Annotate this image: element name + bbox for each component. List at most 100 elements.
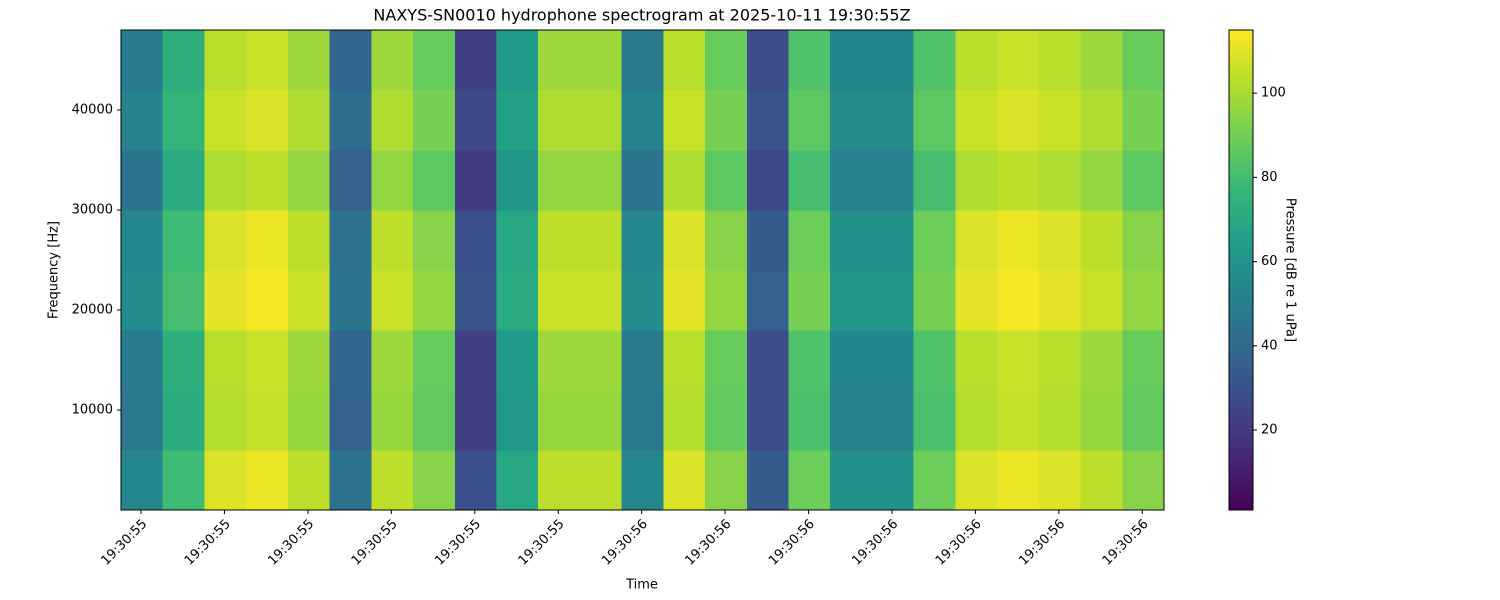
colorbar — [1228, 29, 1254, 511]
heatmap-cell — [997, 330, 1040, 391]
heatmap-cell — [1122, 30, 1165, 91]
heatmap-cell — [830, 330, 873, 391]
heatmap-cell — [663, 270, 706, 331]
heatmap-cell — [621, 150, 664, 211]
heatmap-cell — [746, 390, 790, 451]
heatmap-cell — [454, 150, 497, 211]
heatmap-cell — [663, 30, 706, 91]
heatmap-cell — [246, 330, 289, 391]
heatmap-cell — [162, 450, 205, 511]
heatmap-cell — [246, 450, 289, 511]
heatmap-cell — [204, 330, 247, 391]
heatmap-cell — [1122, 330, 1165, 391]
chart-title: NAXYS-SN0010 hydrophone spectrogram at 2… — [373, 6, 910, 25]
heatmap-cell — [204, 90, 247, 151]
heatmap-cell — [788, 270, 831, 331]
heatmap-cell — [538, 450, 581, 511]
heatmap-cell — [1080, 150, 1123, 211]
heatmap-cell — [997, 30, 1040, 91]
heatmap-cell — [121, 330, 164, 391]
heatmap-cell — [1038, 150, 1082, 211]
heatmap-cell — [997, 450, 1040, 511]
heatmap-cell — [1038, 390, 1082, 451]
heatmap-cell — [496, 210, 539, 271]
heatmap-cell — [705, 270, 748, 331]
heatmap-cell — [496, 270, 539, 331]
heatmap-cell — [997, 90, 1040, 151]
heatmap-cell — [579, 330, 623, 391]
heatmap-cell — [371, 450, 414, 511]
heatmap-cell — [371, 150, 414, 211]
heatmap-cell — [1038, 30, 1082, 91]
heatmap-cell — [1038, 330, 1082, 391]
heatmap-cell — [663, 210, 706, 271]
heatmap-cell — [955, 210, 998, 271]
heatmap-cell — [621, 330, 664, 391]
heatmap-cell — [329, 330, 372, 391]
x-tick-label: 19:30:56 — [766, 517, 818, 569]
heatmap-cell — [1122, 210, 1165, 271]
heatmap-cell — [746, 30, 790, 91]
heatmap-cell — [538, 210, 581, 271]
colorbar-tick-label: 40 — [1261, 338, 1278, 353]
heatmap-cell — [121, 210, 164, 271]
heatmap-cell — [663, 330, 706, 391]
heatmap-cell — [746, 90, 790, 151]
x-tick-label: 19:30:55 — [265, 517, 317, 569]
heatmap-cell — [871, 330, 915, 391]
heatmap-cell — [579, 90, 623, 151]
heatmap-cell — [329, 270, 372, 331]
heatmap-cell — [705, 330, 748, 391]
heatmap-cell — [913, 330, 956, 391]
heatmap-cell — [413, 150, 456, 211]
y-tick-label: 30000 — [72, 203, 113, 218]
heatmap-cell — [913, 90, 956, 151]
heatmap-cell — [871, 210, 915, 271]
heatmap-cell — [1080, 210, 1123, 271]
heatmap-cell — [746, 150, 790, 211]
heatmap-cell — [705, 390, 748, 451]
heatmap-cell — [997, 150, 1040, 211]
heatmap-cell — [579, 150, 623, 211]
heatmap-cell — [830, 150, 873, 211]
heatmap-cell — [329, 90, 372, 151]
heatmap-cell — [246, 210, 289, 271]
heatmap-cell — [496, 390, 539, 451]
heatmap-cell — [162, 90, 205, 151]
heatmap-cell — [496, 150, 539, 211]
heatmap-cell — [1080, 450, 1123, 511]
heatmap-cell — [705, 30, 748, 91]
heatmap-cell — [454, 90, 497, 151]
heatmap-cell — [579, 30, 623, 91]
heatmap-cell — [287, 270, 331, 331]
heatmap-cell — [955, 330, 998, 391]
heatmap-cell — [329, 30, 372, 91]
heatmap-cell — [162, 390, 205, 451]
heatmap-cell — [830, 270, 873, 331]
heatmap-cell — [663, 90, 706, 151]
heatmap — [121, 30, 1165, 511]
heatmap-cell — [454, 390, 497, 451]
heatmap-cell — [913, 270, 956, 331]
heatmap-cell — [538, 150, 581, 211]
heatmap-cell — [413, 90, 456, 151]
heatmap-cell — [162, 30, 205, 91]
heatmap-cell — [162, 210, 205, 271]
x-tick-label: 19:30:56 — [1016, 517, 1068, 569]
heatmap-cell — [871, 30, 915, 91]
heatmap-cell — [287, 330, 331, 391]
heatmap-cell — [413, 450, 456, 511]
heatmap-cell — [1080, 90, 1123, 151]
heatmap-cell — [955, 270, 998, 331]
heatmap-cell — [287, 210, 331, 271]
heatmap-cell — [204, 390, 247, 451]
heatmap-cell — [1038, 210, 1082, 271]
x-tick-label: 19:30:55 — [516, 517, 568, 569]
heatmap-cell — [913, 150, 956, 211]
heatmap-cell — [329, 390, 372, 451]
heatmap-cell — [830, 30, 873, 91]
heatmap-cell — [454, 210, 497, 271]
heatmap-cell — [705, 450, 748, 511]
heatmap-cell — [162, 270, 205, 331]
